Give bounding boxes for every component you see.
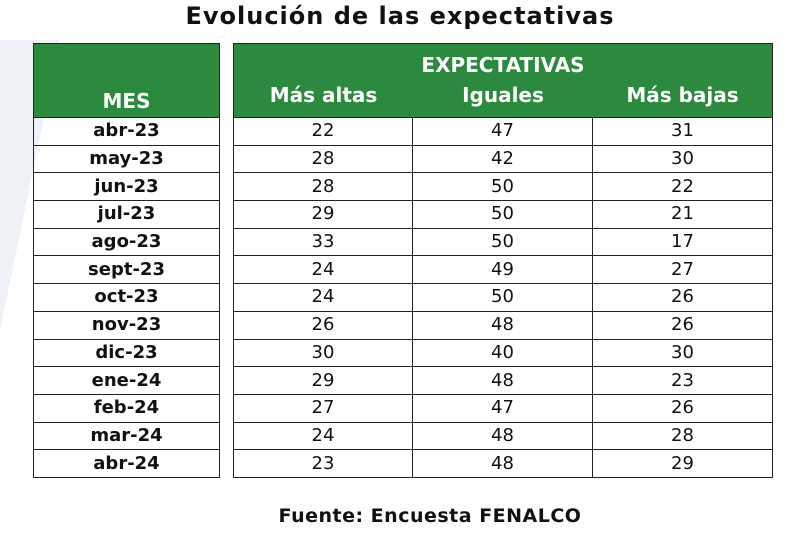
cell-iguales: 40 xyxy=(413,339,593,368)
column-gap xyxy=(220,284,233,312)
source-note: Fuente: Encuesta FENALCO xyxy=(278,505,582,527)
cell-iguales: 47 xyxy=(413,118,593,146)
table-row: ago-23 33 50 17 xyxy=(33,228,773,257)
cell-mas-bajas: 31 xyxy=(593,118,773,146)
cell-mas-altas: 29 xyxy=(233,201,413,229)
column-gap xyxy=(220,256,233,284)
table-row: ene-24 29 48 23 xyxy=(33,367,773,395)
table-row: jun-23 28 50 22 xyxy=(33,173,773,202)
cell-iguales: 49 xyxy=(413,256,593,285)
column-header-mes: MES xyxy=(33,43,220,118)
column-gap xyxy=(220,450,233,478)
cell-mas-bajas: 28 xyxy=(593,422,773,451)
table-row: abr-24 23 48 29 xyxy=(33,450,773,478)
table-row: sept-23 24 49 27 xyxy=(33,256,773,285)
cell-mes: ene-24 xyxy=(33,367,220,395)
cell-mas-bajas: 30 xyxy=(593,145,773,174)
cell-mes: feb-24 xyxy=(33,394,220,423)
page-title: Evolución de las expectativas xyxy=(185,2,615,30)
column-header-mas-bajas: Más bajas xyxy=(593,83,773,118)
cell-mas-altas: 26 xyxy=(233,311,413,340)
cell-mas-bajas: 26 xyxy=(593,284,773,312)
column-gap xyxy=(220,367,233,395)
cell-iguales: 50 xyxy=(413,201,593,229)
column-header-mas-altas: Más altas xyxy=(233,83,413,118)
cell-iguales: 50 xyxy=(413,284,593,312)
column-gap xyxy=(220,229,233,257)
table-row: abr-23 22 47 31 xyxy=(33,118,773,146)
cell-mes: oct-23 xyxy=(33,284,220,312)
cell-mas-altas: 24 xyxy=(233,256,413,285)
expectations-table: MES EXPECTATIVAS Más altas Iguales Más b… xyxy=(33,43,773,478)
cell-mas-altas: 33 xyxy=(233,228,413,257)
table-row: jul-23 29 50 21 xyxy=(33,201,773,229)
cell-mas-bajas: 17 xyxy=(593,228,773,257)
cell-mas-bajas: 21 xyxy=(593,201,773,229)
cell-mes: nov-23 xyxy=(33,311,220,340)
cell-mas-bajas: 23 xyxy=(593,367,773,395)
expectations-table-container: MES EXPECTATIVAS Más altas Iguales Más b… xyxy=(33,43,773,478)
table-row: mar-24 24 48 28 xyxy=(33,422,773,451)
cell-iguales: 47 xyxy=(413,394,593,423)
cell-iguales: 50 xyxy=(413,173,593,202)
cell-mas-bajas: 30 xyxy=(593,339,773,368)
cell-mas-altas: 27 xyxy=(233,394,413,423)
cell-iguales: 42 xyxy=(413,145,593,174)
cell-mes: jul-23 xyxy=(33,201,220,229)
cell-mas-bajas: 26 xyxy=(593,311,773,340)
column-gap xyxy=(220,173,233,201)
column-gap xyxy=(220,423,233,451)
cell-mes: sept-23 xyxy=(33,256,220,285)
table-body: abr-23 22 47 31 may-23 28 42 30 jun-23 28 50 22 jul-… xyxy=(33,118,773,478)
cell-mas-altas: 23 xyxy=(233,450,413,478)
cell-mes: ago-23 xyxy=(33,228,220,257)
column-gap xyxy=(220,43,233,118)
cell-mes: abr-24 xyxy=(33,450,220,478)
column-header-iguales: Iguales xyxy=(413,83,593,118)
cell-mas-altas: 30 xyxy=(233,339,413,368)
table-row: may-23 28 42 30 xyxy=(33,145,773,174)
table-row: oct-23 24 50 26 xyxy=(33,284,773,312)
cell-mas-altas: 24 xyxy=(233,284,413,312)
column-gap xyxy=(220,395,233,423)
cell-mas-altas: 22 xyxy=(233,118,413,146)
column-gap xyxy=(220,201,233,229)
cell-mas-altas: 24 xyxy=(233,422,413,451)
group-header-expectativas: EXPECTATIVAS xyxy=(233,43,773,83)
cell-iguales: 50 xyxy=(413,228,593,257)
table-row: dic-23 30 40 30 xyxy=(33,339,773,368)
cell-mes: jun-23 xyxy=(33,173,220,202)
cell-mas-bajas: 22 xyxy=(593,173,773,202)
cell-iguales: 48 xyxy=(413,450,593,478)
cell-mes: abr-23 xyxy=(33,118,220,146)
cell-iguales: 48 xyxy=(413,311,593,340)
cell-mas-altas: 28 xyxy=(233,145,413,174)
table-row: nov-23 26 48 26 xyxy=(33,311,773,340)
cell-iguales: 48 xyxy=(413,422,593,451)
column-gap xyxy=(220,340,233,368)
cell-mes: dic-23 xyxy=(33,339,220,368)
cell-mas-bajas: 26 xyxy=(593,394,773,423)
column-gap xyxy=(220,146,233,174)
cell-mas-bajas: 29 xyxy=(593,450,773,478)
cell-mes: may-23 xyxy=(33,145,220,174)
cell-mas-altas: 29 xyxy=(233,367,413,395)
column-gap xyxy=(220,118,233,146)
cell-mas-altas: 28 xyxy=(233,173,413,202)
table-row: feb-24 27 47 26 xyxy=(33,394,773,423)
column-gap xyxy=(220,312,233,340)
cell-iguales: 48 xyxy=(413,367,593,395)
cell-mas-bajas: 27 xyxy=(593,256,773,285)
cell-mes: mar-24 xyxy=(33,422,220,451)
